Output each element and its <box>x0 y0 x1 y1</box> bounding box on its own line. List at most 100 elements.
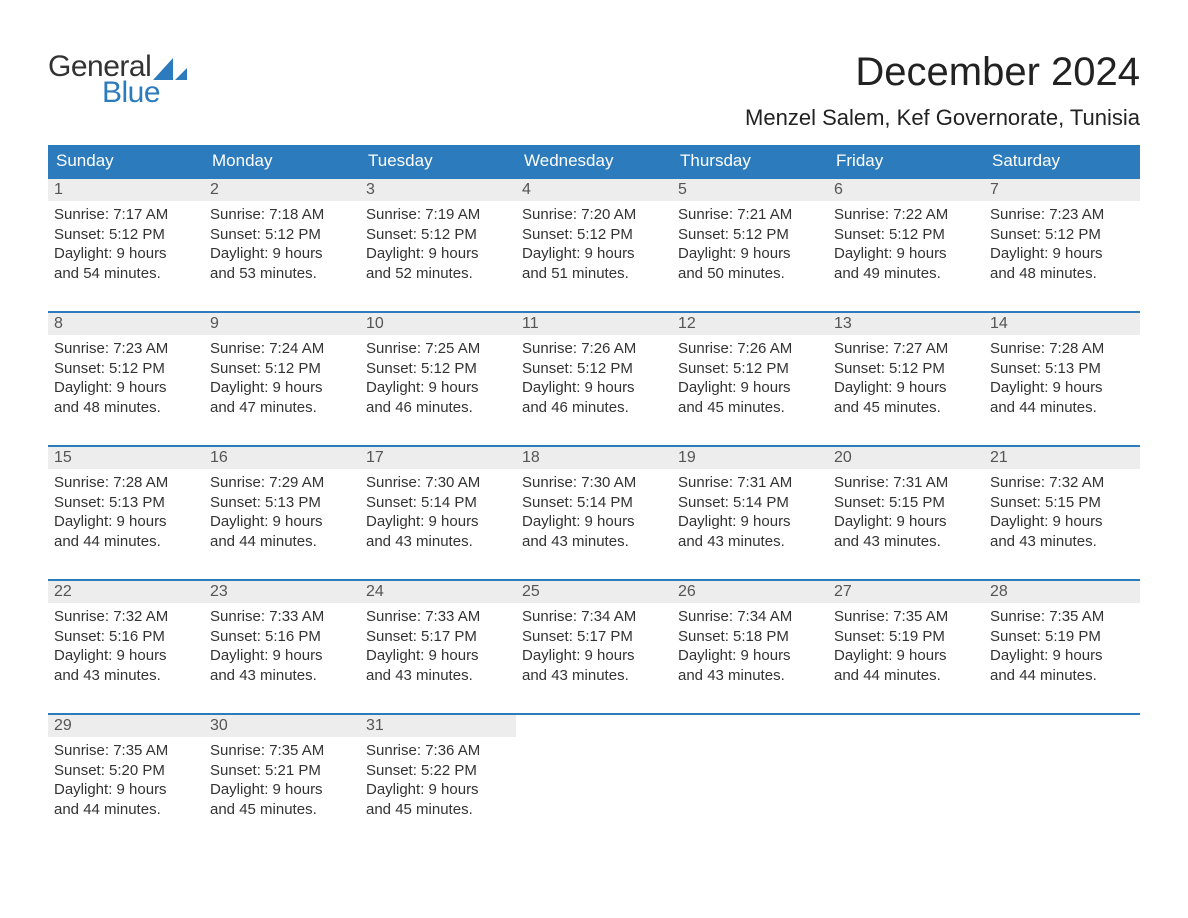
day-body: Sunrise: 7:26 AMSunset: 5:12 PMDaylight:… <box>516 335 672 421</box>
daylight-line2: and 43 minutes. <box>834 532 978 552</box>
calendar-week: 8Sunrise: 7:23 AMSunset: 5:12 PMDaylight… <box>48 311 1140 423</box>
sunrise-text: Sunrise: 7:26 AM <box>678 339 822 359</box>
calendar-day-cell: 10Sunrise: 7:25 AMSunset: 5:12 PMDayligh… <box>360 313 516 423</box>
day-number: 22 <box>48 581 204 603</box>
day-body: Sunrise: 7:27 AMSunset: 5:12 PMDaylight:… <box>828 335 984 421</box>
day-number: 19 <box>672 447 828 469</box>
day-number: 6 <box>828 179 984 201</box>
day-number: 20 <box>828 447 984 469</box>
daylight-line1: Daylight: 9 hours <box>834 646 978 666</box>
sunrise-text: Sunrise: 7:34 AM <box>678 607 822 627</box>
daylight-line2: and 49 minutes. <box>834 264 978 284</box>
sunset-text: Sunset: 5:13 PM <box>210 493 354 513</box>
daylight-line2: and 43 minutes. <box>990 532 1134 552</box>
day-body: Sunrise: 7:34 AMSunset: 5:18 PMDaylight:… <box>672 603 828 689</box>
calendar-day-cell <box>984 715 1140 825</box>
day-body: Sunrise: 7:28 AMSunset: 5:13 PMDaylight:… <box>48 469 204 555</box>
sunrise-text: Sunrise: 7:17 AM <box>54 205 198 225</box>
day-number: 24 <box>360 581 516 603</box>
daylight-line1: Daylight: 9 hours <box>366 378 510 398</box>
day-body: Sunrise: 7:33 AMSunset: 5:17 PMDaylight:… <box>360 603 516 689</box>
daylight-line1: Daylight: 9 hours <box>210 244 354 264</box>
day-body: Sunrise: 7:23 AMSunset: 5:12 PMDaylight:… <box>48 335 204 421</box>
daylight-line1: Daylight: 9 hours <box>834 378 978 398</box>
day-body: Sunrise: 7:25 AMSunset: 5:12 PMDaylight:… <box>360 335 516 421</box>
sunset-text: Sunset: 5:14 PM <box>366 493 510 513</box>
month-title: December 2024 <box>745 50 1140 95</box>
daylight-line2: and 48 minutes. <box>54 398 198 418</box>
calendar-day-cell: 4Sunrise: 7:20 AMSunset: 5:12 PMDaylight… <box>516 179 672 289</box>
sunrise-text: Sunrise: 7:32 AM <box>54 607 198 627</box>
day-number <box>672 715 828 719</box>
sunrise-text: Sunrise: 7:28 AM <box>54 473 198 493</box>
calendar-day-cell: 19Sunrise: 7:31 AMSunset: 5:14 PMDayligh… <box>672 447 828 557</box>
calendar-day-cell: 15Sunrise: 7:28 AMSunset: 5:13 PMDayligh… <box>48 447 204 557</box>
calendar-day-cell: 22Sunrise: 7:32 AMSunset: 5:16 PMDayligh… <box>48 581 204 691</box>
daylight-line2: and 47 minutes. <box>210 398 354 418</box>
day-number: 23 <box>204 581 360 603</box>
sunrise-text: Sunrise: 7:23 AM <box>54 339 198 359</box>
page-header: General Blue December 2024 Menzel Salem,… <box>48 50 1140 131</box>
sunset-text: Sunset: 5:12 PM <box>522 225 666 245</box>
daylight-line2: and 50 minutes. <box>678 264 822 284</box>
sunrise-text: Sunrise: 7:36 AM <box>366 741 510 761</box>
day-body: Sunrise: 7:32 AMSunset: 5:15 PMDaylight:… <box>984 469 1140 555</box>
sunrise-text: Sunrise: 7:35 AM <box>210 741 354 761</box>
day-number: 12 <box>672 313 828 335</box>
day-number: 31 <box>360 715 516 737</box>
daylight-line2: and 43 minutes. <box>210 666 354 686</box>
day-body: Sunrise: 7:29 AMSunset: 5:13 PMDaylight:… <box>204 469 360 555</box>
daylight-line2: and 45 minutes. <box>210 800 354 820</box>
daylight-line2: and 45 minutes. <box>366 800 510 820</box>
day-number: 13 <box>828 313 984 335</box>
calendar-week: 1Sunrise: 7:17 AMSunset: 5:12 PMDaylight… <box>48 177 1140 289</box>
day-number: 30 <box>204 715 360 737</box>
sunset-text: Sunset: 5:17 PM <box>366 627 510 647</box>
day-body: Sunrise: 7:34 AMSunset: 5:17 PMDaylight:… <box>516 603 672 689</box>
daylight-line1: Daylight: 9 hours <box>54 244 198 264</box>
calendar-day-cell: 5Sunrise: 7:21 AMSunset: 5:12 PMDaylight… <box>672 179 828 289</box>
calendar-day-cell: 12 Sunrise: 7:26 AMSunset: 5:12 PMDayligh… <box>672 313 828 423</box>
sunrise-text: Sunrise: 7:24 AM <box>210 339 354 359</box>
day-number: 4 <box>516 179 672 201</box>
sunset-text: Sunset: 5:12 PM <box>54 225 198 245</box>
calendar-day-cell: 6Sunrise: 7:22 AMSunset: 5:12 PMDaylight… <box>828 179 984 289</box>
calendar-day-cell: 26Sunrise: 7:34 AMSunset: 5:18 PMDayligh… <box>672 581 828 691</box>
daylight-line1: Daylight: 9 hours <box>678 378 822 398</box>
sunset-text: Sunset: 5:17 PM <box>522 627 666 647</box>
daylight-line1: Daylight: 9 hours <box>522 646 666 666</box>
calendar: Sunday Monday Tuesday Wednesday Thursday… <box>48 145 1140 825</box>
calendar-day-cell: 3Sunrise: 7:19 AMSunset: 5:12 PMDaylight… <box>360 179 516 289</box>
sunset-text: Sunset: 5:12 PM <box>54 359 198 379</box>
day-number: 26 <box>672 581 828 603</box>
calendar-week: 29Sunrise: 7:35 AMSunset: 5:20 PMDayligh… <box>48 713 1140 825</box>
header-friday: Friday <box>828 145 984 177</box>
day-body: Sunrise: 7:31 AMSunset: 5:15 PMDaylight:… <box>828 469 984 555</box>
sunset-text: Sunset: 5:12 PM <box>678 359 822 379</box>
sunset-text: Sunset: 5:12 PM <box>678 225 822 245</box>
calendar-week: 22 Sunrise: 7:32 AM Sunset: 5:16 PM Dayligh… <box>48 579 1140 691</box>
day-number: 16 <box>204 447 360 469</box>
sunrise-text: Sunrise: 7:35 AM <box>54 741 198 761</box>
header-thursday: Thursday <box>672 145 828 177</box>
header-sunday: Sunday <box>48 145 204 177</box>
daylight-line1: Daylight: 9 hours <box>990 244 1134 264</box>
sunset-text: Sunset: 5:13 PM <box>990 359 1134 379</box>
sunrise-text: Sunrise: 7:18 AM <box>210 205 354 225</box>
day-number: 25 <box>516 581 672 603</box>
day-body: Sunrise: 7:33 AMSunset: 5:16 PMDaylight:… <box>204 603 360 689</box>
sunrise-text: Sunrise: 7:28 AM <box>990 339 1134 359</box>
sunrise-text: Sunrise: 7:35 AM <box>990 607 1134 627</box>
daylight-line1: Daylight: 9 hours <box>54 646 198 666</box>
sunrise-text: Sunrise: 7:31 AM <box>678 473 822 493</box>
calendar-header-row: Sunday Monday Tuesday Wednesday Thursday… <box>48 145 1140 177</box>
day-number: 3 <box>360 179 516 201</box>
sunset-text: Sunset: 5:15 PM <box>990 493 1134 513</box>
sunset-text: Sunset: 5:16 PM <box>210 627 354 647</box>
day-number: 21 <box>984 447 1140 469</box>
day-number: 9 <box>204 313 360 335</box>
daylight-line2: and 44 minutes. <box>54 532 198 552</box>
daylight-line1: Daylight: 9 hours <box>210 378 354 398</box>
day-body: Sunrise: 7:30 AMSunset: 5:14 PMDaylight:… <box>360 469 516 555</box>
sunset-text: Sunset: 5:12 PM <box>990 225 1134 245</box>
